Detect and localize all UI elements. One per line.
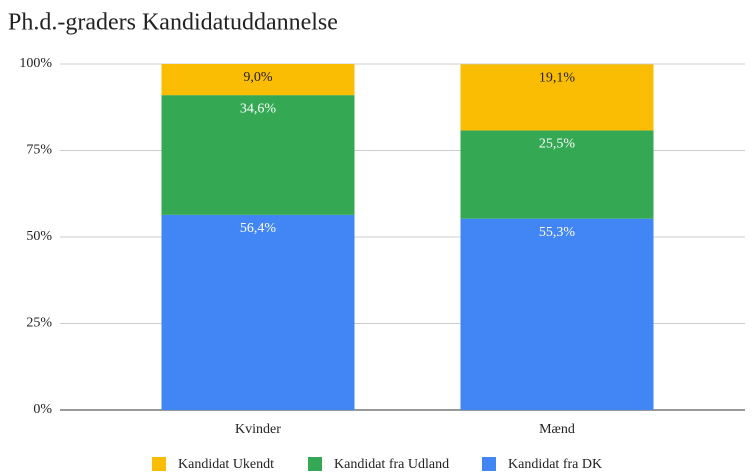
data-label: 56,4% — [240, 221, 277, 236]
legend-label: Kandidat Ukendt — [178, 457, 274, 472]
y-tick-label: 50% — [26, 229, 52, 244]
data-label: 19,1% — [539, 71, 576, 86]
legend-swatch — [308, 457, 322, 471]
data-label: 34,6% — [240, 101, 277, 116]
chart-title: Ph.d.-graders Kandidatuddannelse — [8, 10, 338, 36]
bar-segment — [460, 218, 654, 410]
legend-swatch — [482, 457, 496, 471]
y-tick-label: 75% — [26, 143, 52, 158]
data-label: 25,5% — [539, 137, 576, 152]
y-tick-label: 100% — [19, 56, 52, 71]
legend-label: Kandidat fra DK — [508, 457, 602, 472]
data-label: 9,0% — [243, 70, 273, 85]
bar-segment — [161, 64, 355, 96]
bar-segment — [460, 130, 654, 219]
legend-label: Kandidat fra Udland — [334, 457, 449, 472]
bar-segment — [161, 214, 355, 410]
bar-segment — [161, 95, 355, 215]
x-tick-label: Kvinder — [235, 422, 281, 437]
legend-swatch — [152, 457, 166, 471]
data-label: 55,3% — [539, 225, 576, 240]
x-tick-label: Mænd — [539, 422, 575, 437]
y-tick-label: 0% — [33, 402, 52, 417]
y-tick-label: 25% — [26, 316, 52, 331]
bar-segment — [460, 64, 654, 131]
